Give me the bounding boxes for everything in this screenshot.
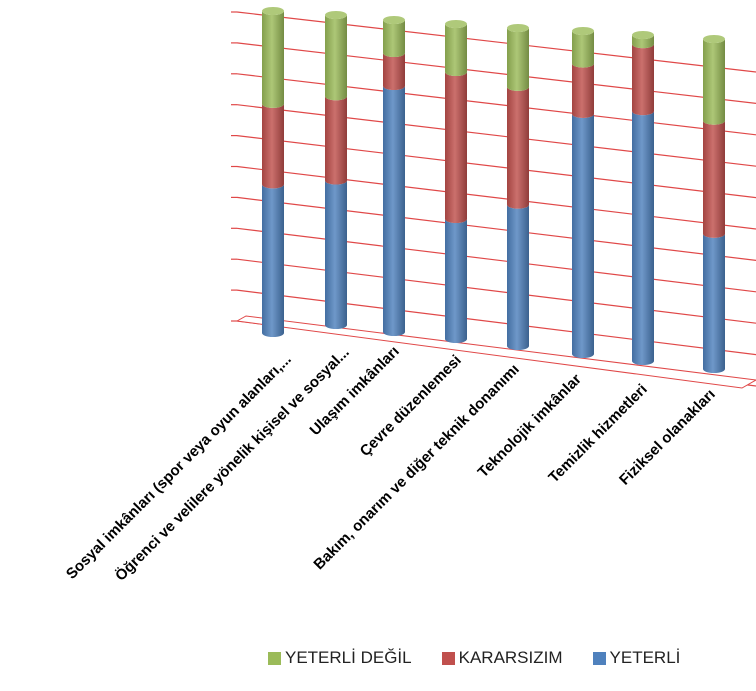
- bar-segment-kararsizim: [507, 86, 529, 209]
- legend-swatch-yeterli-degil: [268, 651, 281, 665]
- bar-segment-kararsizim: [325, 96, 347, 185]
- gridline: [236, 227, 756, 293]
- category-label: Öğrenci ve velilere yönelik kişisel ve s…: [112, 344, 353, 585]
- legend-item-yeterli: YETERLİ: [592, 648, 681, 668]
- bar-stack: [325, 11, 347, 329]
- bar-segment-kararsizim: [262, 103, 284, 189]
- legend-label-yeterli: YETERLİ: [609, 648, 681, 667]
- bar-stack: [445, 20, 467, 343]
- bar-segment-kararsizim: [383, 53, 405, 90]
- category-label: Sosyal imkânları (spor veya oyun alanlar…: [63, 351, 295, 583]
- legend: YETERLİ DEĞİL KARARSIZIM YETERLİ: [268, 648, 680, 668]
- floor-plane: [235, 315, 756, 389]
- gridline: [236, 42, 756, 104]
- bar-cap: [703, 35, 725, 43]
- bar-stack: [703, 35, 726, 373]
- bar-segment-yeterli: [325, 180, 347, 329]
- gridline: [236, 104, 756, 167]
- bar-segment-yeterli-degil: [703, 39, 726, 125]
- legend-swatch-kararsizim: [441, 651, 455, 665]
- bar-stack: [262, 7, 284, 337]
- gridline: [236, 258, 756, 324]
- legend-swatch-yeterli: [592, 651, 606, 665]
- bar-segment-yeterli: [507, 204, 529, 350]
- bar-segment-kararsizim: [703, 120, 726, 238]
- bars: [262, 7, 726, 373]
- bar-cap: [325, 11, 347, 19]
- bar-segment-yeterli: [445, 219, 467, 343]
- category-labels: Sosyal imkânları (spor veya oyun alanlar…: [63, 343, 719, 585]
- bar-segment-yeterli-degil: [632, 35, 654, 49]
- gridline: [236, 73, 756, 136]
- bar-stack: [383, 16, 405, 336]
- legend-label-kararsizim: KARARSIZIM: [458, 648, 563, 667]
- gridline: [236, 289, 756, 356]
- bar-segment-yeterli-degil: [262, 11, 284, 108]
- bar-cap: [445, 20, 467, 28]
- bar-segment-kararsizim: [445, 72, 467, 223]
- bar-segment-yeterli-degil: [572, 31, 594, 68]
- gridline: [236, 165, 756, 230]
- bar-segment-yeterli: [632, 111, 654, 366]
- legend-item-kararsizim: KARARSIZIM: [441, 648, 563, 668]
- bar-stack: [572, 27, 594, 359]
- bar-segment-yeterli: [383, 86, 405, 336]
- bar-cap: [632, 31, 654, 39]
- bar-cap: [262, 7, 284, 15]
- bar-segment-yeterli-degil: [507, 28, 529, 91]
- bar-cap: [383, 16, 405, 24]
- bar-segment-yeterli: [262, 184, 284, 337]
- bar-segment-kararsizim: [632, 44, 654, 116]
- gridline: [236, 11, 756, 73]
- bar-cap: [507, 24, 529, 32]
- bar-segment-yeterli-degil: [445, 24, 467, 76]
- bar-segment-yeterli: [572, 113, 594, 359]
- bar-segment-yeterli-degil: [383, 20, 405, 57]
- gridline: [236, 135, 756, 199]
- legend-label-yeterli-degil: YETERLİ DEĞİL: [285, 648, 412, 667]
- bar-segment-yeterli: [703, 233, 726, 373]
- gridlines: [231, 11, 756, 389]
- bar-segment-yeterli-degil: [325, 15, 347, 101]
- legend-item-yeterli-degil: YETERLİ DEĞİL: [268, 648, 412, 668]
- gridline: [236, 196, 756, 261]
- bar-segment-kararsizim: [572, 63, 594, 118]
- bar-stack: [507, 24, 529, 350]
- bar-cap: [572, 27, 594, 35]
- bar-stack: [632, 31, 654, 366]
